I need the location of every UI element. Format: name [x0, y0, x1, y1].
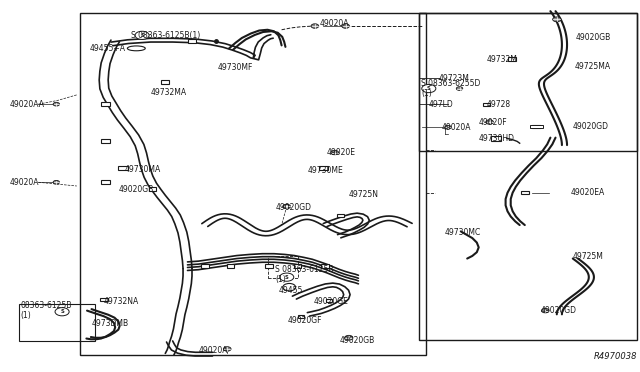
Text: 49723M: 49723M — [438, 74, 469, 83]
Circle shape — [486, 120, 493, 124]
Bar — [532, 125, 540, 128]
Text: S 08363-6255D
(1): S 08363-6255D (1) — [421, 79, 481, 98]
Circle shape — [135, 31, 149, 39]
Text: 49725MA: 49725MA — [575, 62, 611, 71]
Text: 49020A: 49020A — [320, 19, 349, 28]
Text: 49730ME: 49730ME — [307, 166, 343, 175]
Text: 49730HD: 49730HD — [479, 134, 515, 143]
Text: 49020GB: 49020GB — [576, 33, 611, 42]
Text: S 08363-6125B
(1): S 08363-6125B (1) — [275, 265, 333, 284]
Circle shape — [311, 24, 319, 28]
Circle shape — [456, 87, 463, 90]
Text: 49020GE: 49020GE — [314, 297, 348, 306]
Circle shape — [283, 205, 289, 208]
Text: 08363-6125B
(1): 08363-6125B (1) — [20, 301, 72, 320]
Text: 49020GF: 49020GF — [288, 316, 323, 325]
Bar — [118, 166, 128, 170]
Circle shape — [553, 17, 561, 22]
Text: 497LD: 497LD — [429, 100, 454, 109]
Text: 49020GD: 49020GD — [573, 122, 609, 131]
Text: 49730MC: 49730MC — [445, 228, 481, 237]
Bar — [337, 214, 344, 217]
Bar — [227, 264, 234, 268]
Circle shape — [53, 102, 60, 106]
Text: 49455: 49455 — [278, 286, 303, 295]
Text: 49020AA: 49020AA — [10, 100, 45, 109]
Bar — [101, 102, 110, 106]
Circle shape — [53, 180, 60, 184]
Circle shape — [422, 84, 436, 93]
Bar — [419, 13, 637, 151]
Text: 49020GD: 49020GD — [275, 203, 311, 212]
Bar — [161, 80, 170, 84]
Text: 49020A: 49020A — [198, 346, 228, 355]
Circle shape — [331, 150, 339, 155]
Bar — [483, 103, 490, 106]
Text: 49020EA: 49020EA — [571, 188, 605, 197]
Bar — [201, 264, 209, 268]
Circle shape — [55, 308, 69, 316]
Bar — [268, 256, 298, 278]
Text: R4970038: R4970038 — [593, 352, 637, 361]
Text: 49725M: 49725M — [573, 252, 604, 261]
Text: 49020A: 49020A — [10, 178, 39, 187]
Text: 49730MA: 49730MA — [125, 165, 161, 174]
Bar — [508, 57, 516, 61]
Bar — [530, 125, 543, 128]
Text: S 08363-6125B(1): S 08363-6125B(1) — [131, 31, 200, 40]
Bar — [521, 191, 529, 195]
Text: 49728: 49728 — [486, 100, 511, 109]
Text: 49020A: 49020A — [442, 123, 471, 132]
Circle shape — [280, 273, 294, 281]
Bar — [19, 304, 95, 341]
Bar — [80, 13, 426, 355]
Bar — [298, 315, 304, 318]
Text: 49732MA: 49732MA — [150, 88, 186, 97]
Bar — [319, 166, 328, 170]
Circle shape — [445, 125, 451, 129]
Text: 49455+A: 49455+A — [90, 44, 125, 53]
Text: 49020GB: 49020GB — [339, 336, 374, 345]
Text: S: S — [285, 275, 289, 280]
Text: 49020F: 49020F — [479, 118, 508, 126]
Circle shape — [283, 204, 291, 209]
Circle shape — [283, 283, 296, 291]
Text: 49020GD: 49020GD — [541, 306, 577, 315]
Circle shape — [541, 308, 549, 313]
Bar — [326, 299, 332, 302]
Bar — [148, 187, 156, 190]
Text: 4973DMB: 4973DMB — [92, 319, 129, 328]
Bar — [265, 264, 273, 268]
Text: 49732M: 49732M — [486, 55, 517, 64]
Text: S: S — [140, 33, 144, 38]
Text: 49020GB: 49020GB — [118, 185, 154, 194]
Text: S: S — [60, 309, 64, 314]
Bar — [294, 264, 301, 268]
Circle shape — [342, 24, 349, 28]
Circle shape — [344, 336, 353, 340]
Bar — [188, 39, 196, 43]
Circle shape — [223, 347, 231, 351]
Bar — [321, 264, 329, 268]
Text: S: S — [427, 86, 431, 91]
Text: 49725N: 49725N — [349, 190, 379, 199]
Bar — [419, 13, 637, 340]
Bar — [101, 180, 110, 185]
Bar — [100, 298, 108, 301]
Text: 49732NA: 49732NA — [104, 297, 139, 306]
Text: 49020E: 49020E — [326, 148, 355, 157]
Bar — [492, 136, 501, 141]
Text: 49730MF: 49730MF — [218, 63, 253, 72]
Bar — [101, 139, 110, 144]
